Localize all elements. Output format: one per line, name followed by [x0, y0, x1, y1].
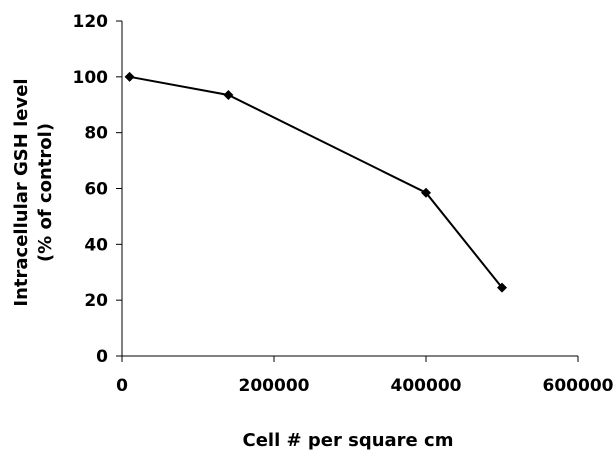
data-point-marker	[497, 282, 507, 293]
data-point-marker	[223, 89, 234, 100]
y-tick-label: 60	[84, 180, 108, 200]
x-tick-label: 600000	[543, 376, 614, 396]
y-tick-label: 40	[84, 235, 108, 255]
y-tick-label: 20	[84, 291, 108, 311]
y-tick-label: 100	[73, 68, 109, 88]
series-line	[129, 75, 503, 289]
x-tick-label: 0	[116, 376, 128, 396]
y-axis-title-line: Intracellular GSH level	[11, 78, 32, 306]
data-point-marker	[421, 187, 431, 198]
y-axis: 0 20 40 60 80 100 120	[73, 12, 123, 367]
y-tick-label: 120	[73, 12, 109, 32]
x-axis-title: Cell # per square cm	[243, 430, 454, 451]
y-tick-label: 0	[96, 347, 108, 367]
x-tick-label: 200000	[239, 376, 310, 396]
x-tick-label: 400000	[391, 376, 462, 396]
data-point-marker	[124, 71, 135, 82]
y-tick-label: 80	[84, 124, 108, 144]
x-axis: 0 200000 400000 600000	[116, 355, 614, 396]
series-line-group	[124, 71, 507, 293]
y-axis-title-line: (% of control)	[35, 123, 56, 262]
y-axis-title: Intracellular GSH level (% of control)	[11, 78, 56, 306]
